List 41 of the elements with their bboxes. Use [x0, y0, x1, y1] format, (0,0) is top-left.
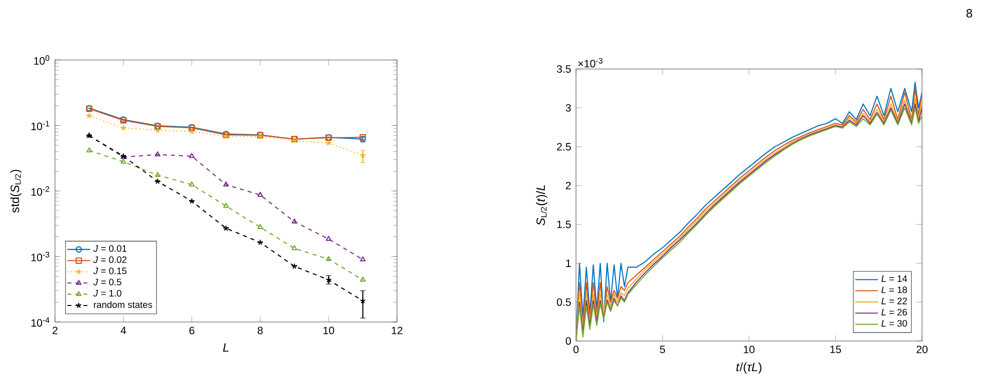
y-tick-label: 0	[566, 337, 571, 345]
x-tick-label: 2	[52, 326, 58, 334]
legend-label: L = 26	[881, 308, 907, 316]
legend-label: L = 22	[881, 298, 907, 304]
y-tick-label: 10$^{0}$	[34, 55, 50, 65]
text: ×10$^{-3}$	[578, 58, 602, 68]
x-axis-title: t/(τL)	[736, 362, 762, 374]
x-tick-label: 15	[830, 346, 841, 354]
x-tick-label: 12	[392, 326, 402, 334]
y-tick-label: 3	[566, 104, 571, 112]
x-tick-label: 8	[258, 326, 263, 334]
legend-label: random states	[94, 301, 152, 308]
x-tick-label: 5	[660, 346, 666, 354]
text: 8	[966, 9, 972, 18]
y-axis-title: std(S$_{L/2}$)	[10, 170, 22, 213]
y-tick-label: 3.5	[556, 65, 571, 73]
legend-label: J = 1.0	[93, 290, 122, 297]
x-tick-label: 10	[323, 326, 334, 334]
x-tick-label: 4	[120, 326, 126, 334]
y-tick-label: 2	[566, 182, 571, 190]
x-tick-label: 10	[744, 346, 755, 354]
x-tick-label: 6	[189, 326, 194, 334]
x-tick-label: 20	[916, 346, 928, 354]
y-axis-title: S$_{L/2}$(t)/L	[536, 185, 548, 226]
y-tick-label: 10$^{-1}$	[31, 120, 50, 130]
y-tick-label: 0.5	[556, 298, 571, 306]
y-tick-label: 10$^{-3}$	[31, 252, 50, 262]
y-tick-label: 1	[566, 260, 571, 267]
y-tick-label: 1.5	[557, 220, 571, 228]
x-tick-label: 0	[573, 346, 579, 354]
legend-label: J = 0.5	[93, 278, 122, 286]
legend-label: J = 0.01	[93, 245, 126, 252]
y-tick-label: 10$^{-2}$	[31, 186, 50, 196]
legend-label: L = 14	[881, 275, 908, 282]
x-axis-title: L	[223, 343, 228, 352]
legend-label: L = 30	[881, 320, 907, 327]
legend-label: L = 18	[881, 286, 907, 294]
y-tick-label: 2.5	[557, 142, 571, 150]
legend-label: J = 0.02	[93, 256, 126, 263]
legend-label: J = 0.15	[93, 268, 126, 274]
y-tick-label: 10$^{-4}$	[31, 317, 50, 327]
